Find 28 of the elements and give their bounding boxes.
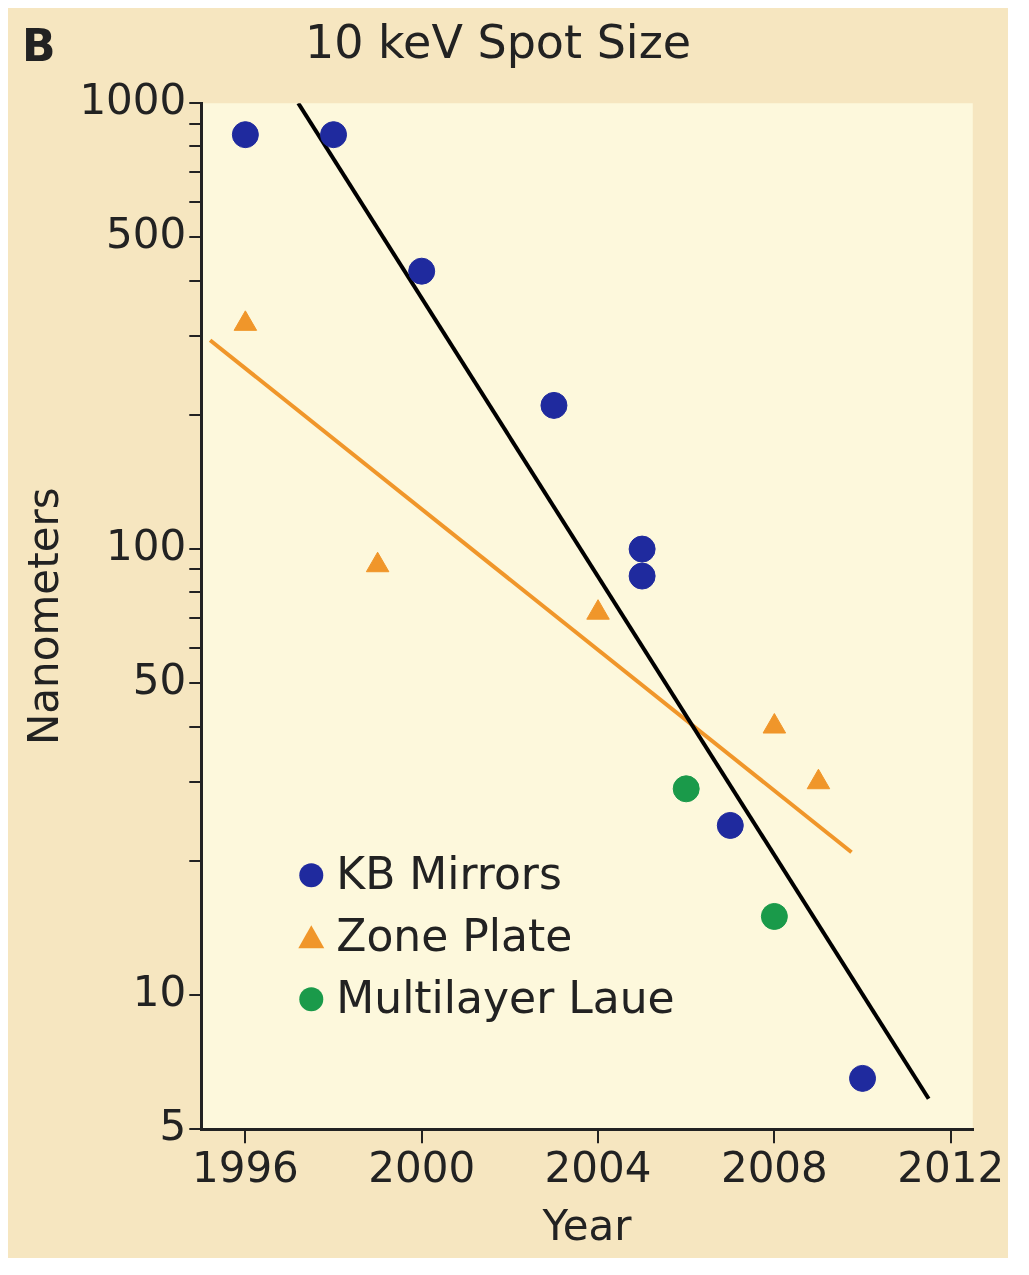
point: [760, 902, 788, 930]
y-tick-label: 100: [106, 520, 187, 570]
point: [672, 775, 700, 803]
point: [849, 1064, 877, 1092]
point: [628, 562, 656, 590]
x-tick-label: 1996: [191, 1143, 299, 1193]
x-axis-title: Year: [541, 1200, 633, 1250]
x-tick-label: 2000: [368, 1143, 476, 1193]
legend-label: Zone Plate: [336, 909, 573, 961]
y-tick-label: 50: [132, 655, 187, 705]
y-axis-title: Nanometers: [19, 487, 69, 746]
point: [231, 121, 259, 149]
chart-title: 10 keV Spot Size: [304, 14, 692, 69]
x-tick-label: 2012: [897, 1143, 1005, 1193]
legend-label: Multilayer Laue: [336, 971, 675, 1023]
x-tick-label: 2004: [544, 1143, 652, 1193]
point: [320, 121, 348, 149]
y-tick-label: 5: [159, 1101, 187, 1151]
text: B: [22, 20, 56, 72]
point: [408, 257, 436, 285]
y-tick-label: 1000: [79, 75, 187, 125]
legend-label: KB Mirrors: [336, 847, 562, 899]
point: [540, 391, 568, 419]
y-tick-label: 10: [132, 966, 187, 1016]
point: [628, 535, 656, 563]
x-tick-label: 2008: [720, 1143, 828, 1193]
y-tick-label: 500: [106, 209, 187, 259]
point: [716, 811, 744, 839]
